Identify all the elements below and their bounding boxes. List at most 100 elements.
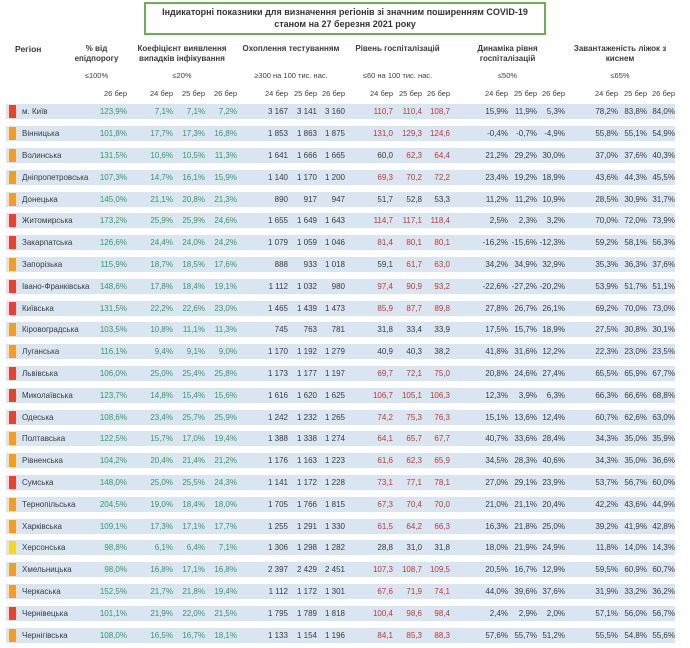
hospitalization-level-value: 62,3 [406, 150, 422, 160]
testing-coverage-value: 1 140 [267, 172, 288, 182]
hospitalization-level-value: 40,3 [406, 347, 422, 357]
hospitalization-dynamics-value: 11,2% [485, 194, 508, 204]
hospitalization-level-value: 131,0 [372, 129, 393, 139]
detection-rate-value: 18,1% [214, 630, 237, 640]
hospitalization-level-value: 70,4 [406, 499, 422, 509]
hospitalization-level-value: 33,4 [406, 325, 422, 335]
testing-coverage-value: 2 429 [296, 565, 317, 575]
detection-rate-value: 10,5% [182, 150, 205, 160]
date-label: 25 бер [294, 89, 317, 99]
testing-coverage-value: 1 255 [267, 521, 288, 531]
date-label: 26 бер [652, 89, 675, 99]
region-name: Хмельницька [22, 565, 72, 575]
epid-threshold-value: 98,0% [104, 565, 127, 575]
hospitalization-dynamics-value: 21,0% [485, 499, 508, 509]
hospitalization-level-value: 59,1 [377, 259, 393, 269]
detection-rate-value: 21,5% [214, 608, 237, 618]
oxygen-beds-value: 51,1% [652, 281, 675, 291]
oxygen-beds-value: 39,2% [595, 521, 618, 531]
region-name: Волинська [22, 150, 62, 160]
oxygen-beds-value: 28,5% [595, 194, 618, 204]
hospitalization-dynamics-value: 30,0% [542, 150, 565, 160]
testing-coverage-value: 1 643 [324, 216, 345, 226]
hospitalization-level-value: 97,4 [377, 281, 393, 291]
testing-coverage-value: 1 192 [296, 347, 317, 357]
column-group-hospitalization-level: Рівень госпіталізацій ≤60 на 100 тис. на… [345, 44, 450, 80]
detection-rate-value: 25,4% [182, 368, 205, 378]
date-label: 26 бер [322, 89, 345, 99]
testing-coverage-value: 3 141 [296, 107, 317, 117]
oxygen-beds-value: 23,5% [652, 347, 675, 357]
oxygen-beds-value: 31,7% [652, 194, 675, 204]
oxygen-beds-value: 43,6% [624, 499, 647, 509]
detection-rate-value: 23,4% [150, 412, 173, 422]
region-name: Дніпропетровська [22, 172, 89, 182]
column-group-oxygen-beds: Завантаженість ліжок з киснем ≤65% [565, 44, 675, 80]
epid-threshold-value: 122,5% [99, 434, 127, 444]
testing-coverage-value: 1 620 [296, 390, 317, 400]
oxygen-beds-value: 73,9% [652, 216, 675, 226]
oxygen-beds-value: 41,9% [624, 521, 647, 531]
hospitalization-dynamics-value: -15,6% [511, 238, 537, 248]
detection-rate-value: 10,8% [150, 325, 173, 335]
testing-coverage-value: 3 167 [267, 107, 288, 117]
epid-threshold-value: 108,6% [99, 412, 127, 422]
oxygen-beds-value: 44,9% [652, 499, 675, 509]
hospitalization-dynamics-value: -0,4% [487, 129, 508, 139]
region-name: м. Київ [22, 107, 48, 117]
epid-threshold-value: 107,3% [99, 172, 127, 182]
hospitalization-level-value: 117,1 [402, 216, 422, 226]
detection-rate-value: 7,2% [218, 107, 237, 117]
hospitalization-dynamics-value: 18,9% [542, 172, 565, 182]
testing-coverage-value: 1 197 [324, 368, 345, 378]
region-status-indicator [9, 323, 16, 337]
testing-coverage-value: 1 666 [296, 150, 317, 160]
hospitalization-dynamics-value: 23,4% [485, 172, 508, 182]
table-row: Вінницька 101,8% 17,7% 17,3% 16,8% 1 853… [6, 126, 675, 142]
hospitalization-level-value: 75,3 [406, 412, 422, 422]
hospitalization-dynamics-value: 3,9% [518, 390, 537, 400]
hospitalization-dynamics-value: 16,7% [514, 565, 537, 575]
testing-coverage-value: 1 616 [267, 390, 288, 400]
oxygen-beds-value: 69,2% [595, 303, 618, 313]
hospitalization-level-value: 88,3 [434, 630, 450, 640]
testing-coverage-value: 1 301 [324, 586, 345, 596]
region-status-indicator [9, 105, 16, 119]
region-name: Сумська [22, 477, 54, 487]
oxygen-beds-value: 35,9% [652, 434, 675, 444]
hospitalization-level-value: 73,1 [377, 477, 393, 487]
testing-coverage-value: 947 [331, 194, 345, 204]
testing-coverage-value: 1 655 [267, 216, 288, 226]
region-status-indicator [9, 584, 16, 598]
report-title-box: Індикаторні показники для визначення рег… [144, 2, 546, 36]
oxygen-beds-value: 56,7% [652, 608, 675, 618]
hospitalization-level-value: 38,2 [434, 347, 450, 357]
hospitalization-level-value: 64,1 [377, 434, 393, 444]
hospitalization-dynamics-value: 20,4% [542, 499, 565, 509]
region-status-indicator [9, 432, 16, 446]
oxygen-beds-value: 56,3% [652, 238, 675, 248]
hospitalization-dynamics-value: 2,9% [518, 608, 537, 618]
region-status-indicator [9, 127, 16, 141]
testing-coverage-value: 1 853 [267, 129, 288, 139]
oxygen-beds-value: 23,0% [624, 347, 647, 357]
date-header-row: 26 бер 24 бер 25 бер 26 бер 24 бер 25 бе… [6, 89, 675, 98]
detection-rate-value: 25,5% [182, 477, 205, 487]
region-name: Чернівецька [22, 608, 68, 618]
region-name: Рівненська [22, 456, 63, 466]
detection-rate-value: 17,7% [150, 129, 173, 139]
oxygen-beds-value: 35,0% [624, 434, 647, 444]
region-status-indicator [9, 192, 16, 206]
region-status-indicator [9, 279, 16, 293]
column-group-testing-limit: ≥300 на 100 тис. нас. [254, 71, 328, 81]
hospitalization-dynamics-value: 27,4% [542, 368, 565, 378]
column-group-dynamics-label: Динаміка рівня госпіталізацій [477, 44, 538, 63]
hospitalization-dynamics-value: -16,2% [482, 238, 508, 248]
hospitalization-level-value: 74,2 [377, 412, 393, 422]
column-group-detection-label: Коефіцієнт виявлення випадків інфікуванн… [137, 44, 227, 63]
region-name: Тернопільська [22, 499, 76, 509]
column-group-detection-rate: Коефіцієнт виявлення випадків інфікуванн… [127, 44, 237, 80]
date-label: 25 бер [182, 89, 205, 99]
hospitalization-dynamics-value: 29,1% [514, 477, 537, 487]
